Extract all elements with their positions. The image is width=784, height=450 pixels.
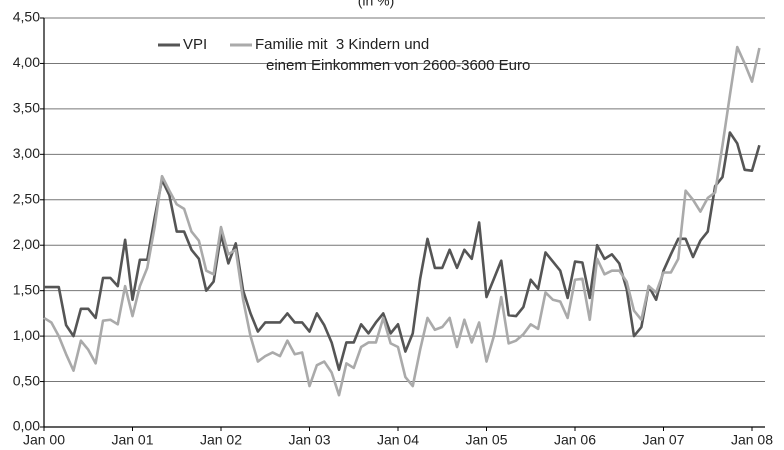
x-tick-label: Jan 05 (465, 432, 507, 448)
x-tick-label: Jan 00 (23, 432, 65, 448)
y-tick-label: 0,50 (13, 372, 40, 388)
x-tick-label: Jan 02 (200, 432, 242, 448)
y-tick-label: 1,00 (13, 327, 40, 343)
legend-label: Familie mit 3 Kindern und einem Einkommen… (255, 36, 530, 74)
series-line (43, 45, 761, 397)
y-tick-label: 3,00 (13, 145, 40, 161)
y-tick-label: 2,00 (13, 236, 40, 252)
x-tick-label: Jan 04 (377, 432, 419, 448)
y-tick-label: 3,50 (13, 100, 40, 116)
x-tick-label: Jan 03 (288, 432, 330, 448)
x-tick-label: Jan 06 (554, 432, 596, 448)
chart-subtitle: (in %) (358, 0, 395, 9)
y-tick-label: 2,50 (13, 190, 40, 206)
y-tick-label: 4,50 (13, 9, 40, 25)
x-tick-label: Jan 07 (642, 432, 684, 448)
x-tick-label: Jan 08 (731, 432, 773, 448)
series-line (44, 131, 761, 372)
y-tick-label: 0,00 (13, 418, 40, 434)
legend-label: VPI (183, 36, 207, 53)
y-tick-label: 4,00 (13, 54, 40, 70)
y-tick-label: 1,50 (13, 281, 40, 297)
x-tick-label: Jan 01 (111, 432, 153, 448)
